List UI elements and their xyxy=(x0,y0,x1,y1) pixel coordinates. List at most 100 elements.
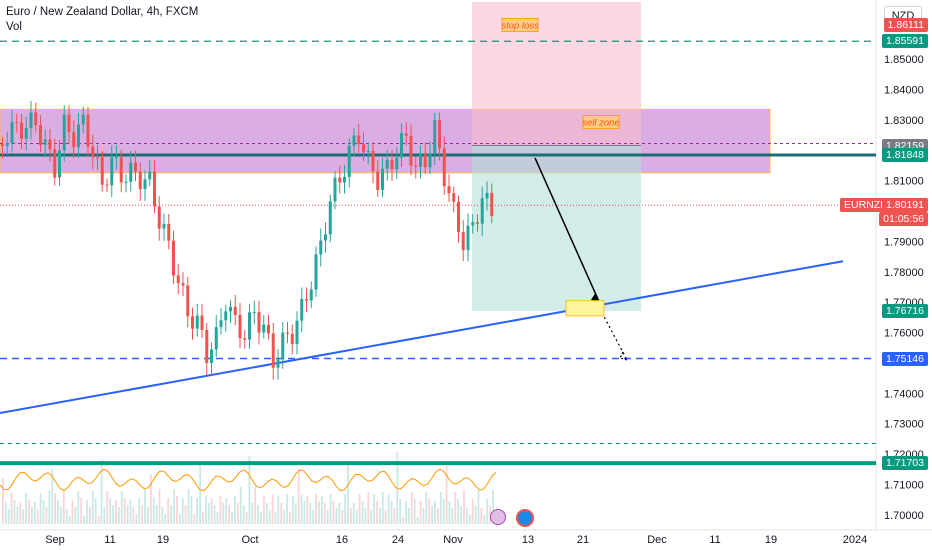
candle-body xyxy=(428,153,432,168)
candle-body xyxy=(219,320,223,328)
candle-body xyxy=(1,144,4,146)
volume-bar xyxy=(352,503,355,524)
candle-body xyxy=(53,149,57,178)
y-tick-label: 1.81000 xyxy=(884,176,924,188)
candle-body xyxy=(452,193,456,202)
candle-body xyxy=(271,333,275,368)
earnings-icon[interactable] xyxy=(516,509,534,527)
candle-body xyxy=(267,324,270,334)
candle-body xyxy=(390,159,394,170)
candle-body xyxy=(72,132,76,148)
volume-bar xyxy=(170,505,172,524)
volume-bar xyxy=(410,492,413,524)
trend-line[interactable] xyxy=(0,260,844,415)
x-tick-label: 19 xyxy=(157,534,169,546)
candle-body xyxy=(286,332,289,334)
candle-body xyxy=(414,165,418,167)
volume-bar xyxy=(210,498,213,524)
volume-bar xyxy=(242,505,245,524)
volume-bar xyxy=(74,507,77,524)
volume-bar xyxy=(207,503,210,524)
volume-bar xyxy=(457,499,460,524)
candle-body xyxy=(419,154,422,167)
volume-bar xyxy=(149,474,152,524)
volume-bar xyxy=(196,498,199,524)
volume-bar xyxy=(178,514,181,524)
volume-bar xyxy=(367,492,370,524)
volume-bar xyxy=(216,512,219,524)
candle-body xyxy=(485,192,489,199)
volume-bar xyxy=(405,501,407,524)
candle-body xyxy=(157,206,161,229)
candle-body xyxy=(200,315,204,330)
x-tick-label: Sep xyxy=(45,534,65,546)
candle-body xyxy=(67,114,71,133)
lightning-icon[interactable] xyxy=(490,509,506,525)
candle-body xyxy=(115,157,118,159)
candle-body xyxy=(300,299,304,321)
candle-body xyxy=(471,222,475,226)
volume-bar xyxy=(376,501,378,524)
candle-body xyxy=(333,177,337,202)
volume-bar xyxy=(7,509,10,524)
volume-bar xyxy=(77,491,80,524)
volume-bar xyxy=(361,501,364,524)
volume-bar xyxy=(492,490,494,524)
volume-bar xyxy=(109,498,112,524)
volume-bar xyxy=(126,505,129,524)
volume-bar xyxy=(408,508,410,524)
candle-body xyxy=(381,168,384,190)
volume-bar xyxy=(344,494,346,524)
bar-countdown-tag: 01:05:56 xyxy=(879,212,928,227)
volume-bar xyxy=(190,496,193,524)
candle-body xyxy=(205,329,209,363)
candle-body xyxy=(328,201,332,235)
target-price-tag: 1.76716 xyxy=(882,303,928,318)
volume-bar xyxy=(431,506,433,524)
volume-bar xyxy=(402,517,404,524)
volume-bar xyxy=(425,492,428,524)
volume-bar xyxy=(155,505,158,524)
candle-body xyxy=(409,135,413,166)
projection-dotted-arrow xyxy=(601,312,628,361)
volume-bar xyxy=(184,505,187,524)
candle-body xyxy=(248,312,251,340)
candle-body xyxy=(58,150,61,178)
volume-bar xyxy=(358,494,361,524)
volume-bar xyxy=(466,508,468,524)
volume-bar xyxy=(236,503,239,524)
volume-bar xyxy=(381,492,384,524)
volume-bar xyxy=(33,502,36,524)
candle-body xyxy=(81,114,85,125)
candle-body xyxy=(447,186,451,194)
sell-zone-price-tag: 1.81848 xyxy=(882,147,928,162)
candle-body xyxy=(371,150,375,172)
x-tick-label: Oct xyxy=(241,534,258,546)
candle-body xyxy=(309,289,313,301)
volume-bar xyxy=(106,491,109,524)
candle-body xyxy=(276,359,280,368)
candle-body xyxy=(224,311,228,321)
volume-bar xyxy=(115,500,117,524)
volume-bar xyxy=(416,517,419,524)
volume-bar xyxy=(254,487,257,524)
volume-bar xyxy=(54,493,56,524)
sell-zone-label-box xyxy=(582,115,620,129)
volume-bar xyxy=(251,503,254,524)
volume-bar xyxy=(42,500,45,524)
volume-bar xyxy=(205,496,207,524)
candle-body xyxy=(134,162,137,172)
volume-bar xyxy=(80,498,83,524)
volume-bar xyxy=(486,499,489,524)
volume-bar xyxy=(471,499,474,524)
volume-bar xyxy=(112,505,114,524)
volume-bar xyxy=(22,509,25,524)
volume-bar xyxy=(384,510,387,524)
volume-bar xyxy=(48,491,51,524)
volume-bar xyxy=(355,510,358,524)
volume-bar xyxy=(387,494,390,524)
candle-body xyxy=(48,139,52,150)
candle-body xyxy=(229,306,232,312)
